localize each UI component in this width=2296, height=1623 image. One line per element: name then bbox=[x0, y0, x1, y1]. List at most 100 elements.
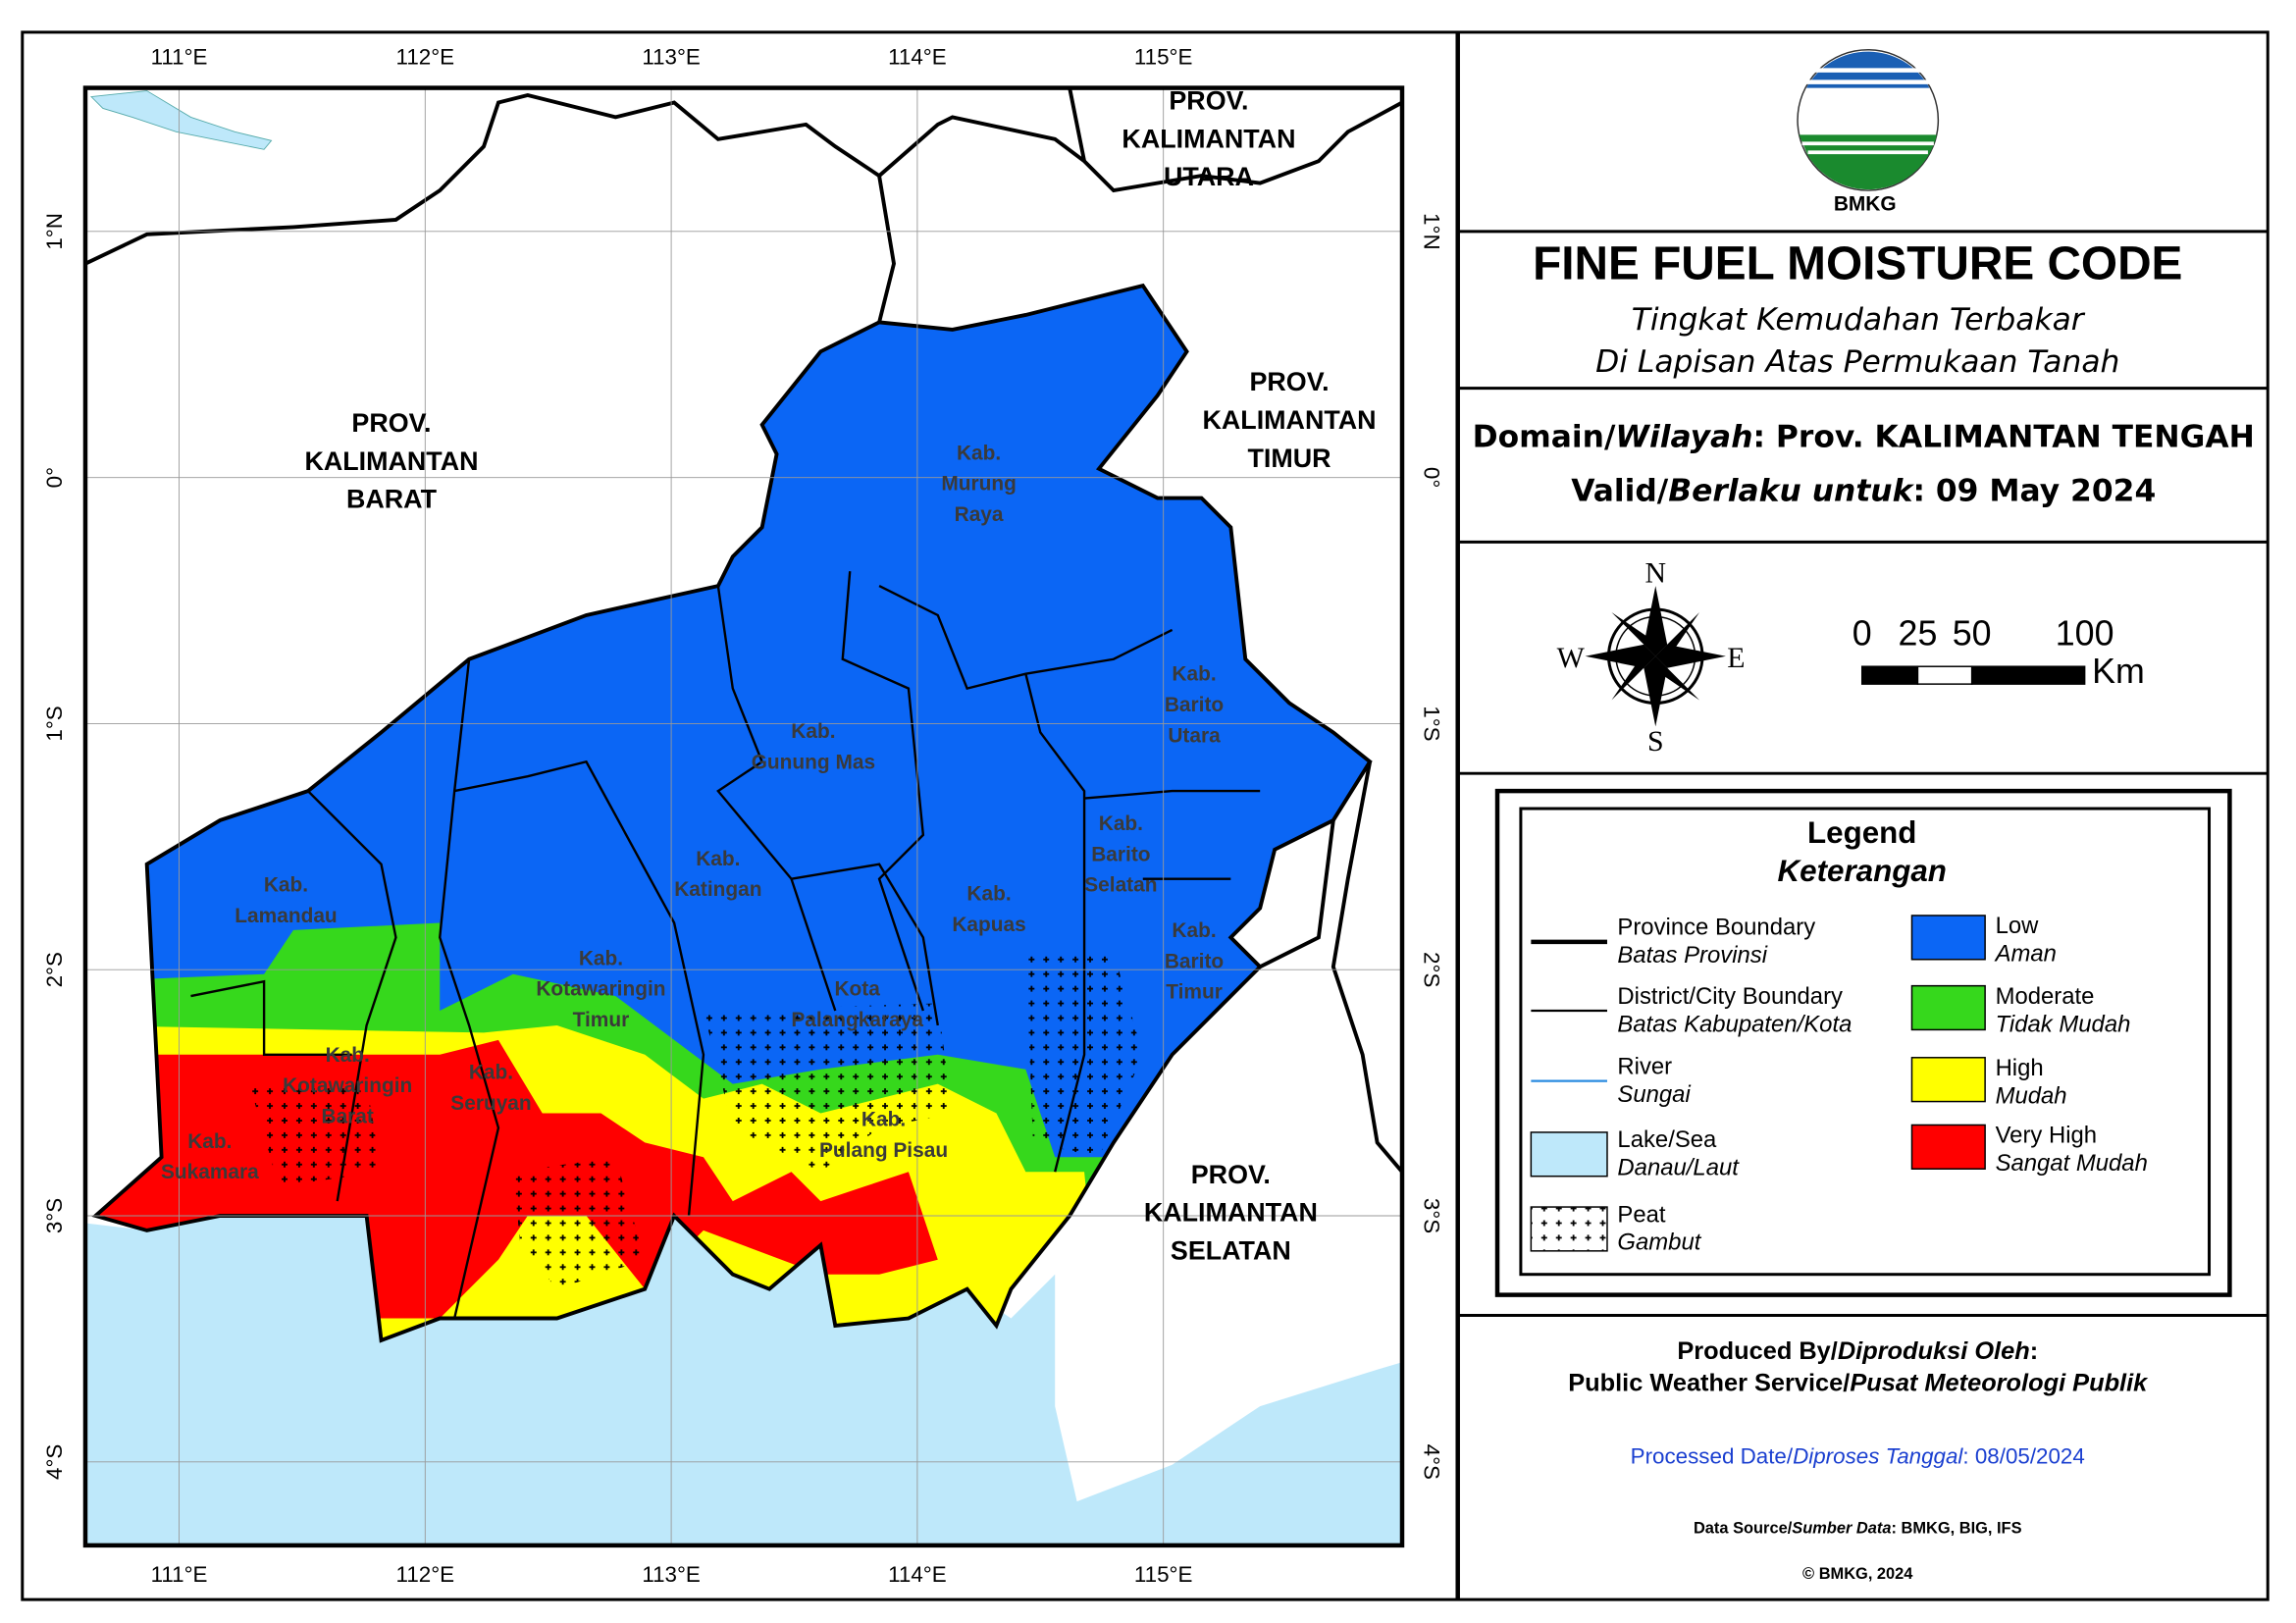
copyright: © BMKG, 2024 bbox=[1802, 1565, 1913, 1583]
district-label: Kapuas bbox=[952, 914, 1025, 936]
district-label: Kab. bbox=[264, 874, 308, 897]
district-label: Kab. bbox=[469, 1062, 513, 1084]
district-label: Katingan bbox=[674, 878, 761, 901]
district-label: Gunung Mas bbox=[752, 751, 875, 773]
district-label: Kab. bbox=[966, 883, 1011, 906]
lon-label: 114°E bbox=[888, 45, 947, 70]
legend-label: Province Boundary bbox=[1617, 915, 1815, 941]
legend-label: Low bbox=[1996, 913, 2040, 939]
province-label: PROV. bbox=[1249, 367, 1329, 396]
district-label: Kotawaringin bbox=[283, 1074, 412, 1097]
lon-label: 113°E bbox=[642, 45, 701, 70]
map-shape bbox=[1916, 665, 1973, 685]
district-label: Barito bbox=[1165, 694, 1224, 716]
legend-title: Legend bbox=[1807, 815, 1916, 850]
compass-letter: S bbox=[1647, 725, 1664, 758]
legend-symbol-lake bbox=[1530, 1131, 1608, 1178]
legend-label: District/City Boundary bbox=[1617, 983, 1843, 1010]
lon-label: 114°E bbox=[888, 1562, 947, 1587]
map-shape bbox=[1611, 655, 1656, 701]
scale-label: 50 bbox=[1953, 613, 1992, 653]
district-label: Raya bbox=[955, 503, 1004, 526]
lake bbox=[89, 90, 273, 150]
domain-line-part: Wilayah bbox=[1615, 419, 1752, 454]
legend-label: Very High bbox=[1996, 1123, 2098, 1149]
legend-label-id: Sungai bbox=[1617, 1081, 1691, 1108]
legend-label: Moderate bbox=[1996, 983, 2095, 1010]
province-label: TIMUR bbox=[1248, 444, 1331, 473]
district-label: Kab. bbox=[187, 1130, 232, 1153]
scale-bar bbox=[1860, 665, 2086, 685]
legend-swatch bbox=[1910, 1057, 1986, 1103]
lon-label: 115°E bbox=[1134, 1562, 1193, 1587]
district-label: Timur bbox=[573, 1009, 630, 1031]
scale-unit: Km bbox=[2092, 652, 2145, 691]
legend-label-id: Tidak Mudah bbox=[1996, 1011, 2131, 1037]
district-label: Kab. bbox=[326, 1044, 370, 1067]
province-label: SELATAN bbox=[1171, 1235, 1291, 1265]
map-shape bbox=[1801, 141, 1934, 155]
produced-by-part: Diproduksi Oleh bbox=[1838, 1337, 2030, 1365]
map-shape bbox=[453, 759, 705, 1217]
district-label: Barat bbox=[322, 1106, 374, 1128]
lat-label: 4°S bbox=[1419, 1444, 1443, 1480]
valid-line: Valid/Berlaku untuk: 09 May 2024 bbox=[1571, 474, 2156, 509]
lat-label: 3°S bbox=[1419, 1198, 1443, 1233]
data-source-part: Sumber Data bbox=[1792, 1520, 1891, 1538]
data-source: Data Source/Sumber Data: BMKG, BIG, IFS bbox=[1694, 1520, 2022, 1538]
lat-label: 0° bbox=[1419, 467, 1443, 488]
valid-line-part: Berlaku untuk bbox=[1668, 474, 1914, 509]
produced-by-part: : bbox=[2030, 1337, 2038, 1365]
district-label: Kab. bbox=[791, 720, 835, 743]
compass-letter: E bbox=[1727, 642, 1745, 674]
district-label: Selatan bbox=[1084, 874, 1157, 897]
scale-label: 0 bbox=[1852, 613, 1872, 653]
map-shape bbox=[1611, 611, 1656, 656]
district-label: Seruyan bbox=[450, 1092, 531, 1115]
legend-label: Peat bbox=[1617, 1201, 1665, 1228]
legend-label-id: Gambut bbox=[1617, 1230, 1701, 1256]
district-label: Lamandau bbox=[235, 905, 337, 927]
district-label: Barito bbox=[1091, 843, 1150, 865]
subtitle: Di Lapisan Atas Permukaan Tanah bbox=[1595, 344, 2119, 380]
map-shape bbox=[716, 585, 837, 1012]
lat-label: 1°S bbox=[42, 706, 67, 741]
panel-separators bbox=[1457, 230, 2269, 1318]
legend-label-id: Mudah bbox=[1996, 1082, 2067, 1109]
processed-date: Processed Date/Diproses Tanggal: 08/05/2… bbox=[1631, 1443, 2085, 1468]
district-label: Utara bbox=[1168, 724, 1221, 747]
district-label: Barito bbox=[1165, 950, 1224, 972]
map-shape bbox=[791, 863, 939, 1026]
data-source-part: : BMKG, BIG, IFS bbox=[1891, 1520, 2021, 1538]
legend-label-id: Sangat Mudah bbox=[1996, 1150, 2148, 1177]
legend-symbol bbox=[1530, 1206, 1608, 1252]
legend-symbol bbox=[1530, 1131, 1608, 1178]
data-source-part: Data Source/ bbox=[1694, 1520, 1793, 1538]
map bbox=[84, 87, 1402, 1545]
subtitle: Tingkat Kemudahan Terbakar bbox=[1632, 302, 2086, 338]
lat-label: 1°S bbox=[1419, 706, 1443, 741]
district-boundaries bbox=[190, 571, 1261, 1319]
district-label: Murung bbox=[941, 473, 1017, 496]
legend-swatch bbox=[1910, 984, 1986, 1031]
legend-label-id: Danau/Laut bbox=[1617, 1155, 1740, 1181]
scale-label: 25 bbox=[1899, 613, 1938, 653]
legend-label: River bbox=[1617, 1054, 1672, 1080]
legend-label-id: Aman bbox=[1994, 941, 2057, 968]
bmkg-logo bbox=[1797, 49, 1940, 191]
map-shape bbox=[1585, 644, 1656, 668]
district-label: Kab. bbox=[1172, 919, 1216, 942]
map-shape bbox=[439, 658, 500, 1319]
province-label: KALIMANTAN bbox=[1203, 405, 1377, 435]
sea bbox=[84, 1216, 1402, 1545]
lon-label: 112°E bbox=[396, 1562, 455, 1587]
legend-symbol-peat bbox=[1530, 1206, 1608, 1252]
produced-by-part: Produced By/ bbox=[1677, 1337, 1837, 1365]
legend-subtitle: Keterangan bbox=[1778, 854, 1947, 888]
compass-letter: W bbox=[1557, 642, 1586, 674]
lon-label: 115°E bbox=[1134, 45, 1193, 70]
district-label: Kab. bbox=[861, 1108, 906, 1130]
legend-swatch bbox=[1910, 915, 1986, 961]
domain-line-part: : Prov. KALIMANTAN TENGAH bbox=[1753, 419, 2255, 454]
